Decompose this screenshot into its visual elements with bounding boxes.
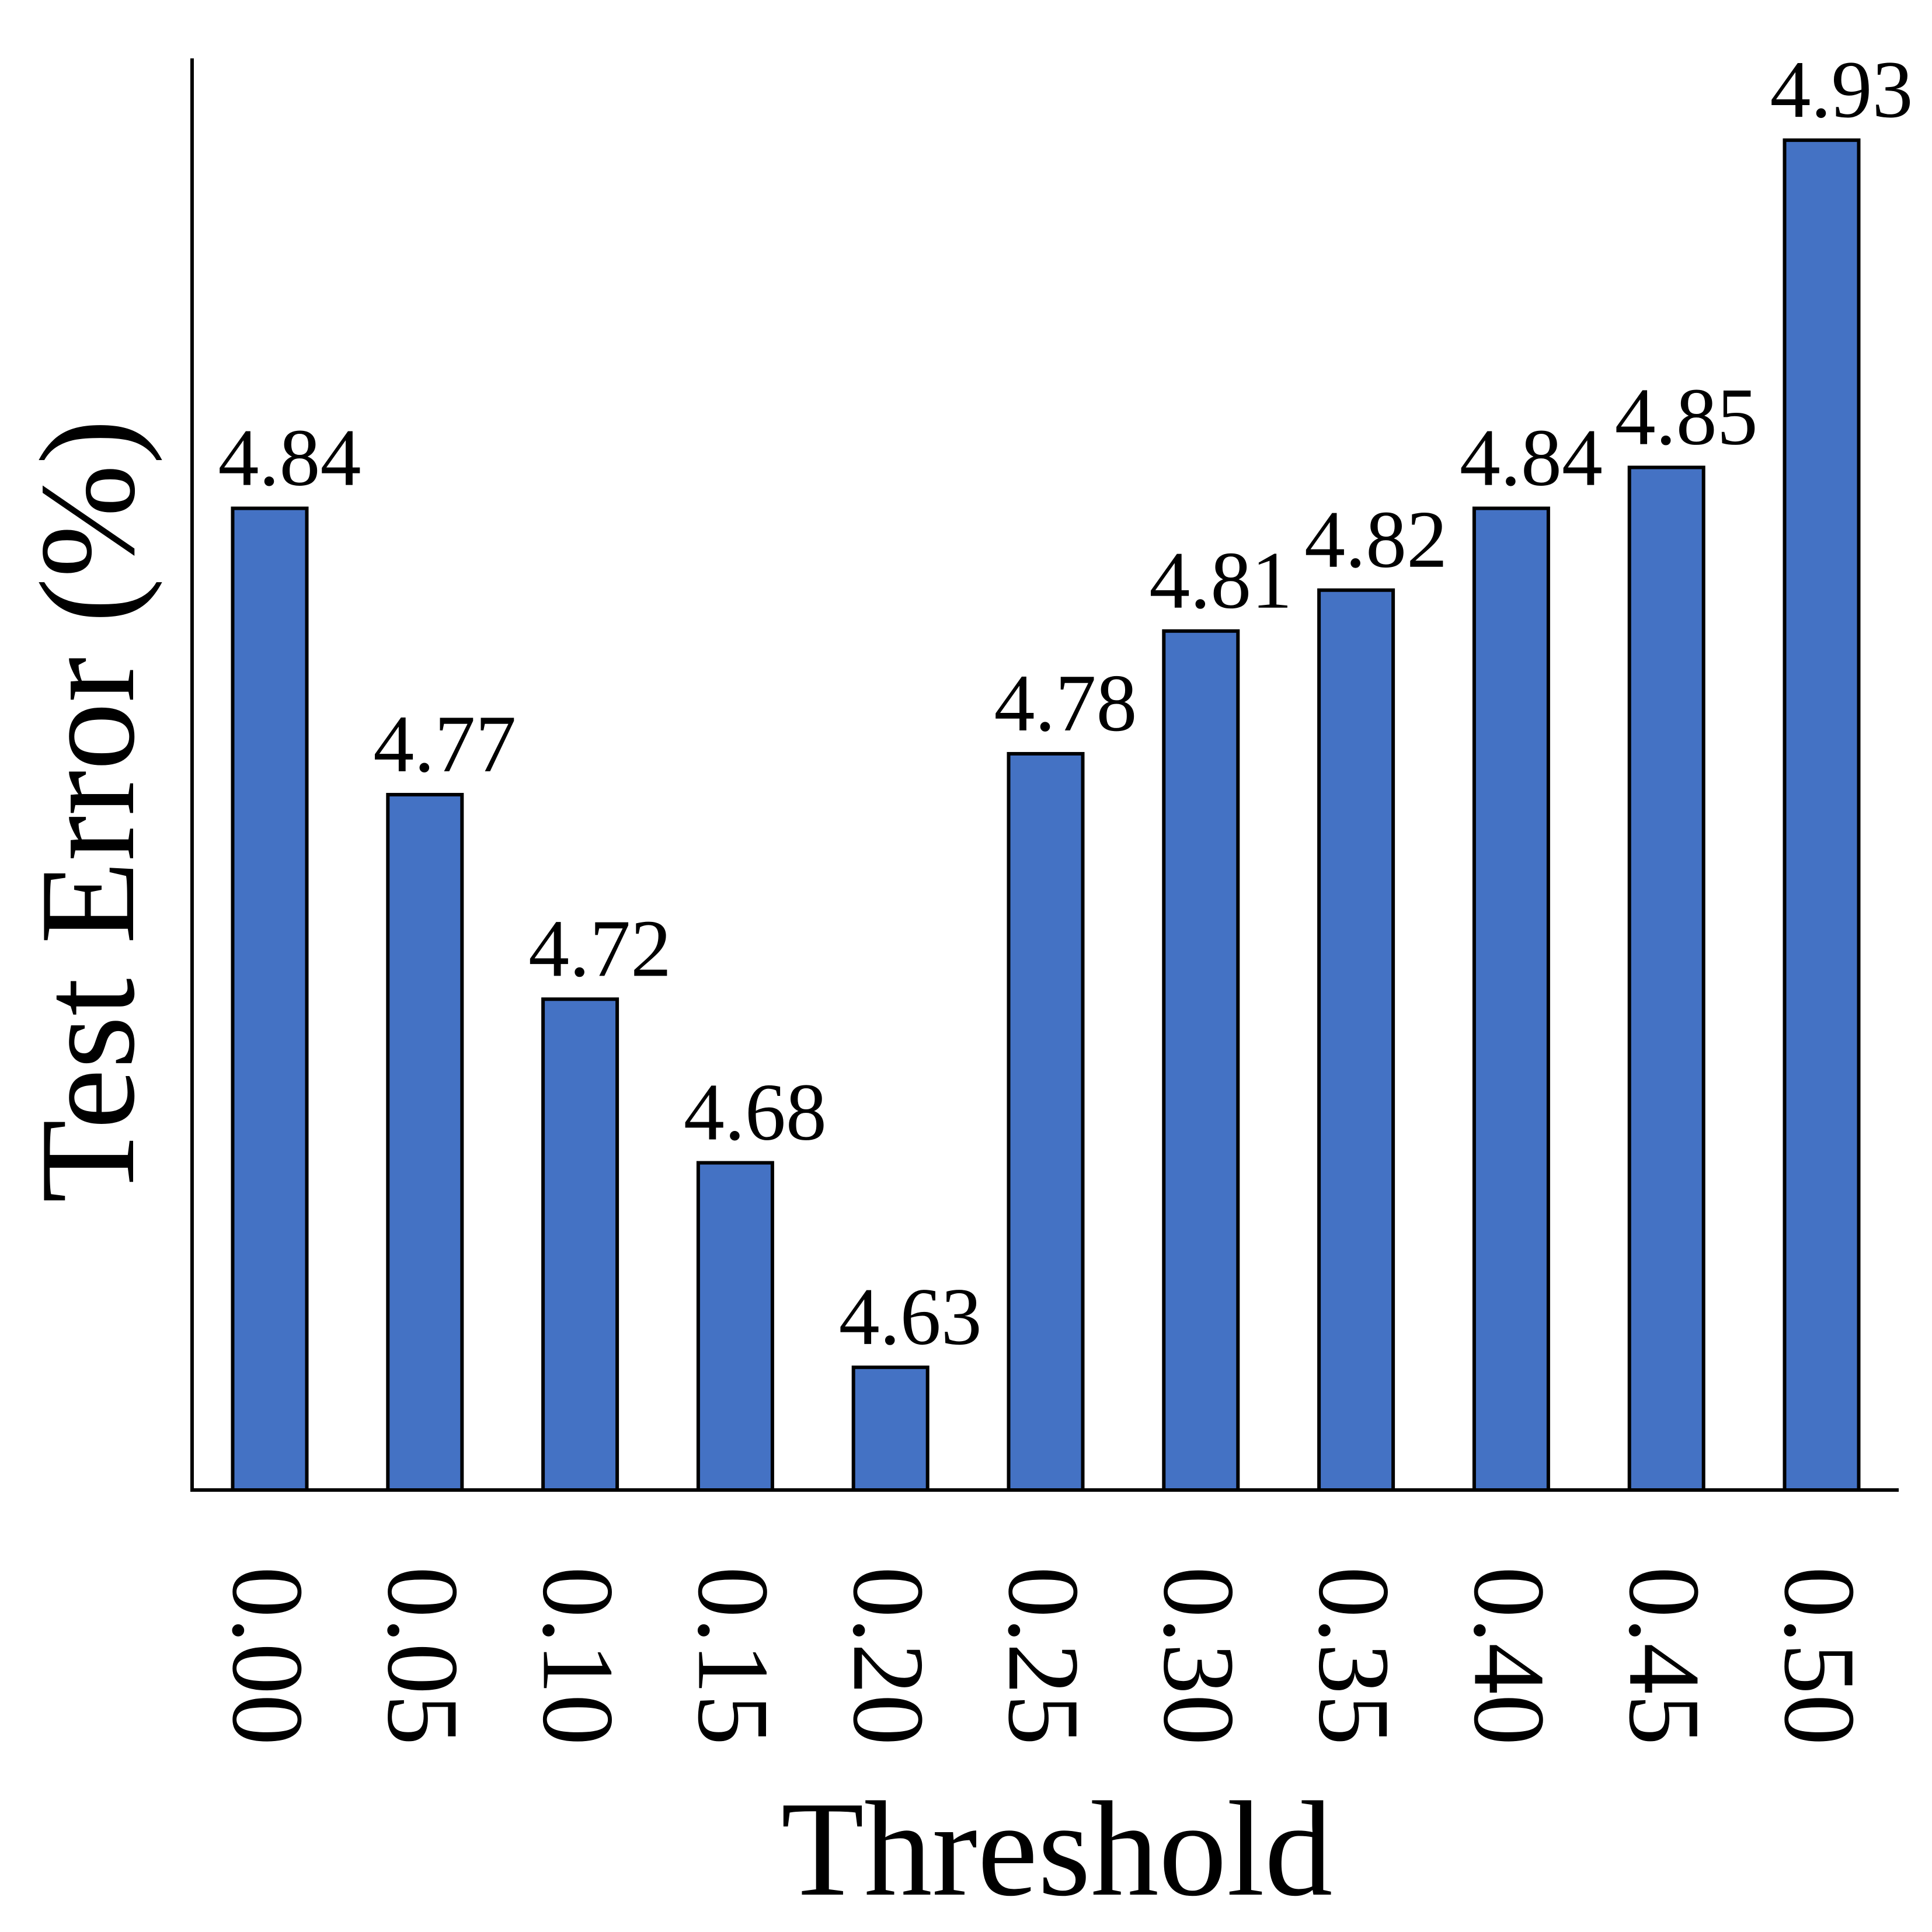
- bar: [1783, 138, 1861, 1492]
- value-label: 4.84: [1460, 413, 1603, 503]
- bar: [386, 793, 464, 1492]
- bar: [1162, 629, 1240, 1492]
- bar: [1007, 751, 1085, 1492]
- value-label: 4.63: [839, 1272, 982, 1362]
- x-tick-label: 0.40: [1453, 1567, 1566, 1745]
- x-axis-title: Threshold: [781, 1774, 1333, 1924]
- y-axis-title: Test Error (%): [12, 419, 163, 1203]
- value-label: 4.84: [218, 413, 361, 503]
- x-tick-label: 0.35: [1298, 1567, 1411, 1745]
- x-tick-label: 0.10: [522, 1567, 635, 1745]
- x-tick-label: 0.05: [367, 1567, 480, 1745]
- bar: [696, 1161, 774, 1492]
- value-label: 4.81: [1149, 535, 1292, 626]
- x-tick-label: 0.50: [1763, 1567, 1877, 1745]
- bar: [1472, 506, 1550, 1492]
- bar: [1317, 588, 1395, 1492]
- bar: [1627, 465, 1705, 1492]
- value-label: 4.82: [1304, 495, 1447, 585]
- x-tick-label: 0.15: [677, 1567, 790, 1745]
- value-label: 4.93: [1770, 44, 1913, 135]
- value-label: 4.68: [684, 1067, 827, 1158]
- x-tick-label: 0.45: [1608, 1567, 1721, 1745]
- value-label: 4.77: [373, 699, 516, 789]
- bar: [541, 997, 619, 1492]
- x-tick-label: 0.20: [832, 1567, 945, 1745]
- x-tick-label: 0.30: [1143, 1567, 1256, 1745]
- x-tick-label: 0.25: [987, 1567, 1101, 1745]
- bar: [231, 506, 309, 1492]
- value-label: 4.78: [994, 658, 1137, 749]
- x-tick-label: 0.00: [211, 1567, 325, 1745]
- bar: [851, 1365, 930, 1492]
- value-label: 4.72: [528, 903, 671, 994]
- value-label: 4.85: [1615, 372, 1758, 462]
